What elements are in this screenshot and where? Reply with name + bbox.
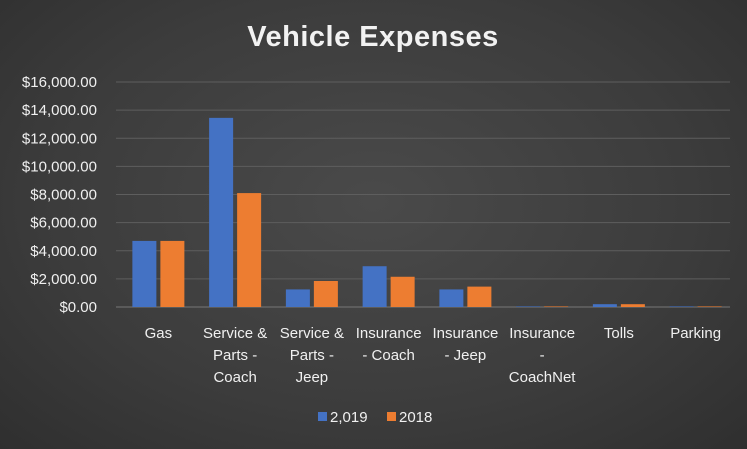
legend-swatch (318, 412, 327, 421)
bars (132, 117, 722, 307)
bar-series2 (313, 280, 338, 307)
legend: 2,019 2018 (318, 409, 432, 426)
y-tick-label: $16,000.00 (22, 74, 97, 91)
y-tick-label: $8,000.00 (30, 187, 97, 204)
legend-label: 2018 (399, 409, 432, 426)
category-label: Gas (145, 325, 173, 342)
y-tick-label: $6,000.00 (30, 215, 97, 232)
category-label: Parts - (213, 347, 257, 364)
category-label: Service & (280, 325, 344, 342)
bar-series1 (669, 306, 694, 307)
category-label: Jeep (296, 369, 329, 386)
bar-series1 (516, 306, 541, 307)
bar-series1 (285, 289, 310, 307)
category-label: Insurance (432, 325, 498, 342)
y-tick-label: $12,000.00 (22, 130, 97, 147)
bar-series1 (592, 304, 617, 307)
category-label: - Coach (362, 347, 415, 364)
bar-series1 (132, 240, 157, 307)
y-tick-label: $4,000.00 (30, 243, 97, 260)
bar-series2 (544, 306, 569, 307)
bar-series1 (439, 289, 464, 307)
chart-title: Vehicle Expenses (247, 21, 498, 53)
bar-series2 (237, 193, 262, 307)
y-axis-ticks: $0.00 $2,000.00 $4,000.00 $6,000.00 $8,000.0… (22, 74, 97, 316)
category-label: Service & (203, 325, 267, 342)
bar-series2 (620, 304, 645, 307)
bar-series1 (209, 117, 234, 307)
category-label: Parking (670, 325, 721, 342)
category-label: Insurance (356, 325, 422, 342)
legend-swatch (387, 412, 396, 421)
category-label: Parts - (290, 347, 334, 364)
y-tick-label: $14,000.00 (22, 102, 97, 119)
category-label: Coach (213, 369, 256, 386)
bar-series2 (697, 306, 722, 307)
bar-series2 (390, 276, 415, 307)
bar-series2 (160, 240, 185, 307)
gridlines (116, 81, 730, 308)
y-tick-label: $10,000.00 (22, 158, 97, 175)
category-label: Tolls (604, 325, 634, 342)
legend-label: 2,019 (330, 409, 368, 426)
category-label: - (540, 347, 545, 364)
category-label: - Jeep (445, 347, 487, 364)
category-label: Insurance (509, 325, 575, 342)
bar-series2 (467, 286, 492, 307)
bar-series1 (362, 266, 387, 307)
x-axis-categories: Gas Service & Parts - Coach Service & Parts -… (145, 325, 721, 386)
y-tick-label: $0.00 (59, 299, 97, 316)
y-tick-label: $2,000.00 (30, 271, 97, 288)
category-label: CoachNet (509, 369, 577, 386)
